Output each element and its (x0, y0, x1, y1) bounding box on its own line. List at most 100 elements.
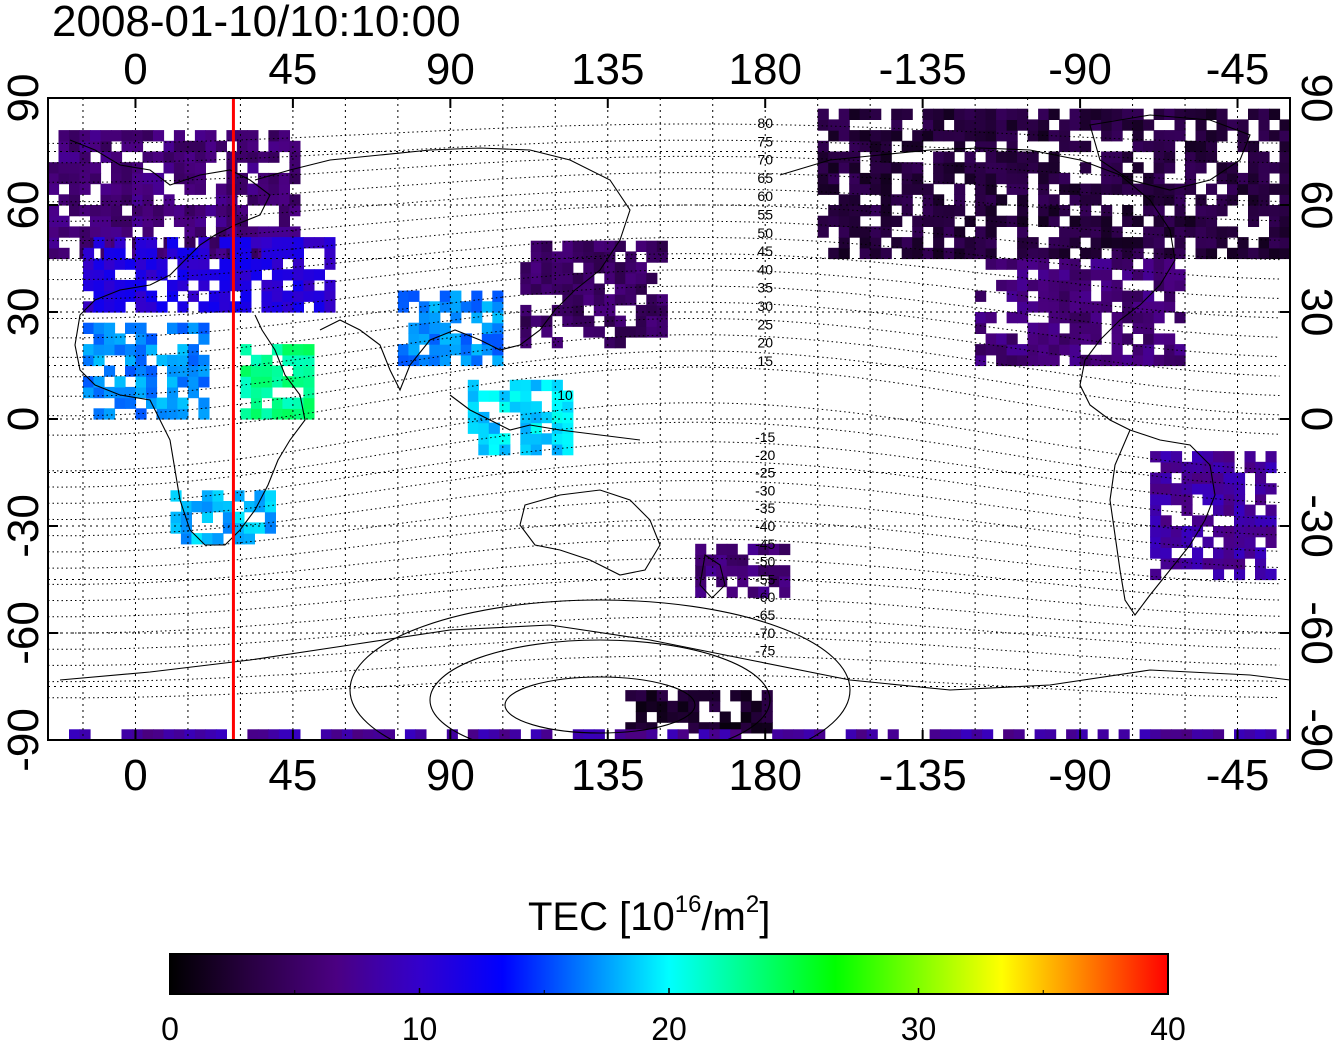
tec-cell (1174, 183, 1186, 195)
tec-cell (331, 729, 343, 740)
tec-cell (198, 397, 210, 409)
tec-cell (646, 722, 658, 734)
tec-cell (541, 240, 553, 252)
tec-cell (1213, 472, 1225, 484)
tec-cell (187, 290, 199, 302)
tec-cell (943, 247, 955, 260)
tec-cell (1111, 183, 1123, 195)
tec-cell (1059, 183, 1071, 195)
tec-cell (1101, 301, 1113, 313)
tec-cell (478, 411, 490, 424)
tec-cell (740, 711, 752, 723)
tec-cell (1195, 140, 1207, 153)
tec-cell (1038, 344, 1050, 356)
tec-cell (478, 729, 490, 740)
tec-cell (180, 501, 192, 513)
tec-cell (1244, 504, 1256, 516)
tec-cell (572, 240, 584, 252)
tec-cell (625, 326, 637, 338)
tec-cell (303, 290, 315, 302)
tec-cell (705, 565, 717, 577)
tec-cell (912, 162, 924, 174)
tec-cell (1132, 215, 1144, 227)
tec-cell (1164, 247, 1176, 260)
tec-cell (397, 301, 409, 313)
tec-cell (135, 301, 147, 313)
tec-cell (111, 183, 123, 195)
tec-cell (646, 315, 658, 327)
tec-cell (1027, 301, 1039, 313)
tec-cell (208, 269, 220, 281)
tec-cell (219, 237, 231, 249)
tec-cell (278, 194, 290, 206)
tec-cell (194, 729, 206, 740)
tec-cell (429, 344, 441, 356)
polar-contour (349, 599, 851, 740)
tec-cell (1038, 108, 1050, 120)
tec-cell (271, 247, 283, 260)
tec-cell (593, 251, 605, 263)
tec-cell (132, 194, 144, 206)
tec-cell (1069, 312, 1081, 324)
tec-cell (271, 376, 283, 388)
tec-cell (1038, 215, 1050, 227)
tec-cell (1192, 558, 1204, 570)
tec-cell (250, 365, 262, 377)
tec-cell (268, 140, 280, 153)
tec-cell (646, 700, 658, 713)
tec-cell (1181, 558, 1193, 570)
tec-cell (48, 172, 60, 185)
tec-cell (1234, 483, 1246, 495)
tec-cell (1038, 172, 1050, 185)
contour-label: 10 (557, 387, 573, 403)
tec-cell (1160, 483, 1172, 495)
tec-cell (730, 722, 742, 734)
tec-cell (1216, 205, 1228, 217)
tec-cell (79, 226, 91, 238)
tec-cell (289, 140, 301, 153)
tec-cell (257, 172, 269, 185)
tec-cell (954, 130, 966, 142)
tec-cell (1265, 461, 1277, 474)
tec-cell (954, 119, 966, 131)
tec-cell (125, 344, 137, 356)
tec-cell (849, 162, 861, 174)
contour-label: -65 (755, 607, 775, 623)
tec-cell (996, 108, 1008, 120)
tec-cell (1237, 247, 1249, 260)
tec-cell (324, 279, 336, 292)
tec-cell (1153, 108, 1165, 120)
tec-cell (1181, 729, 1193, 740)
x-top-tick-label: 135 (571, 45, 644, 94)
tec-cell (1059, 130, 1071, 142)
tec-cell (135, 279, 147, 292)
tec-cell (870, 108, 882, 120)
tec-cell (901, 237, 913, 249)
tec-cell (271, 237, 283, 249)
tec-cell (90, 140, 102, 153)
magnetic-contour (48, 188, 1280, 222)
tec-cell (964, 162, 976, 174)
tec-cell (492, 333, 504, 345)
tec-cell (1223, 472, 1235, 484)
tec-cell (278, 140, 290, 153)
tec-cell (1227, 183, 1239, 195)
tec-cell (1216, 172, 1228, 185)
tec-cell (191, 533, 203, 545)
tec-cell (1174, 312, 1186, 324)
tec-cell (481, 301, 493, 313)
tec-cell (520, 444, 532, 456)
tec-cell (1069, 354, 1081, 367)
tec-cell (1038, 162, 1050, 174)
tec-cell (996, 119, 1008, 131)
tec-cell (1143, 205, 1155, 217)
tec-cell (240, 344, 252, 356)
tec-cell (135, 365, 147, 377)
tec-cell (1069, 258, 1081, 270)
tec-cell (187, 376, 199, 388)
tec-cell (271, 269, 283, 281)
tec-cell (254, 490, 266, 502)
tec-cell (551, 433, 563, 445)
tec-cell (975, 312, 987, 324)
tec-cell (1080, 140, 1092, 153)
